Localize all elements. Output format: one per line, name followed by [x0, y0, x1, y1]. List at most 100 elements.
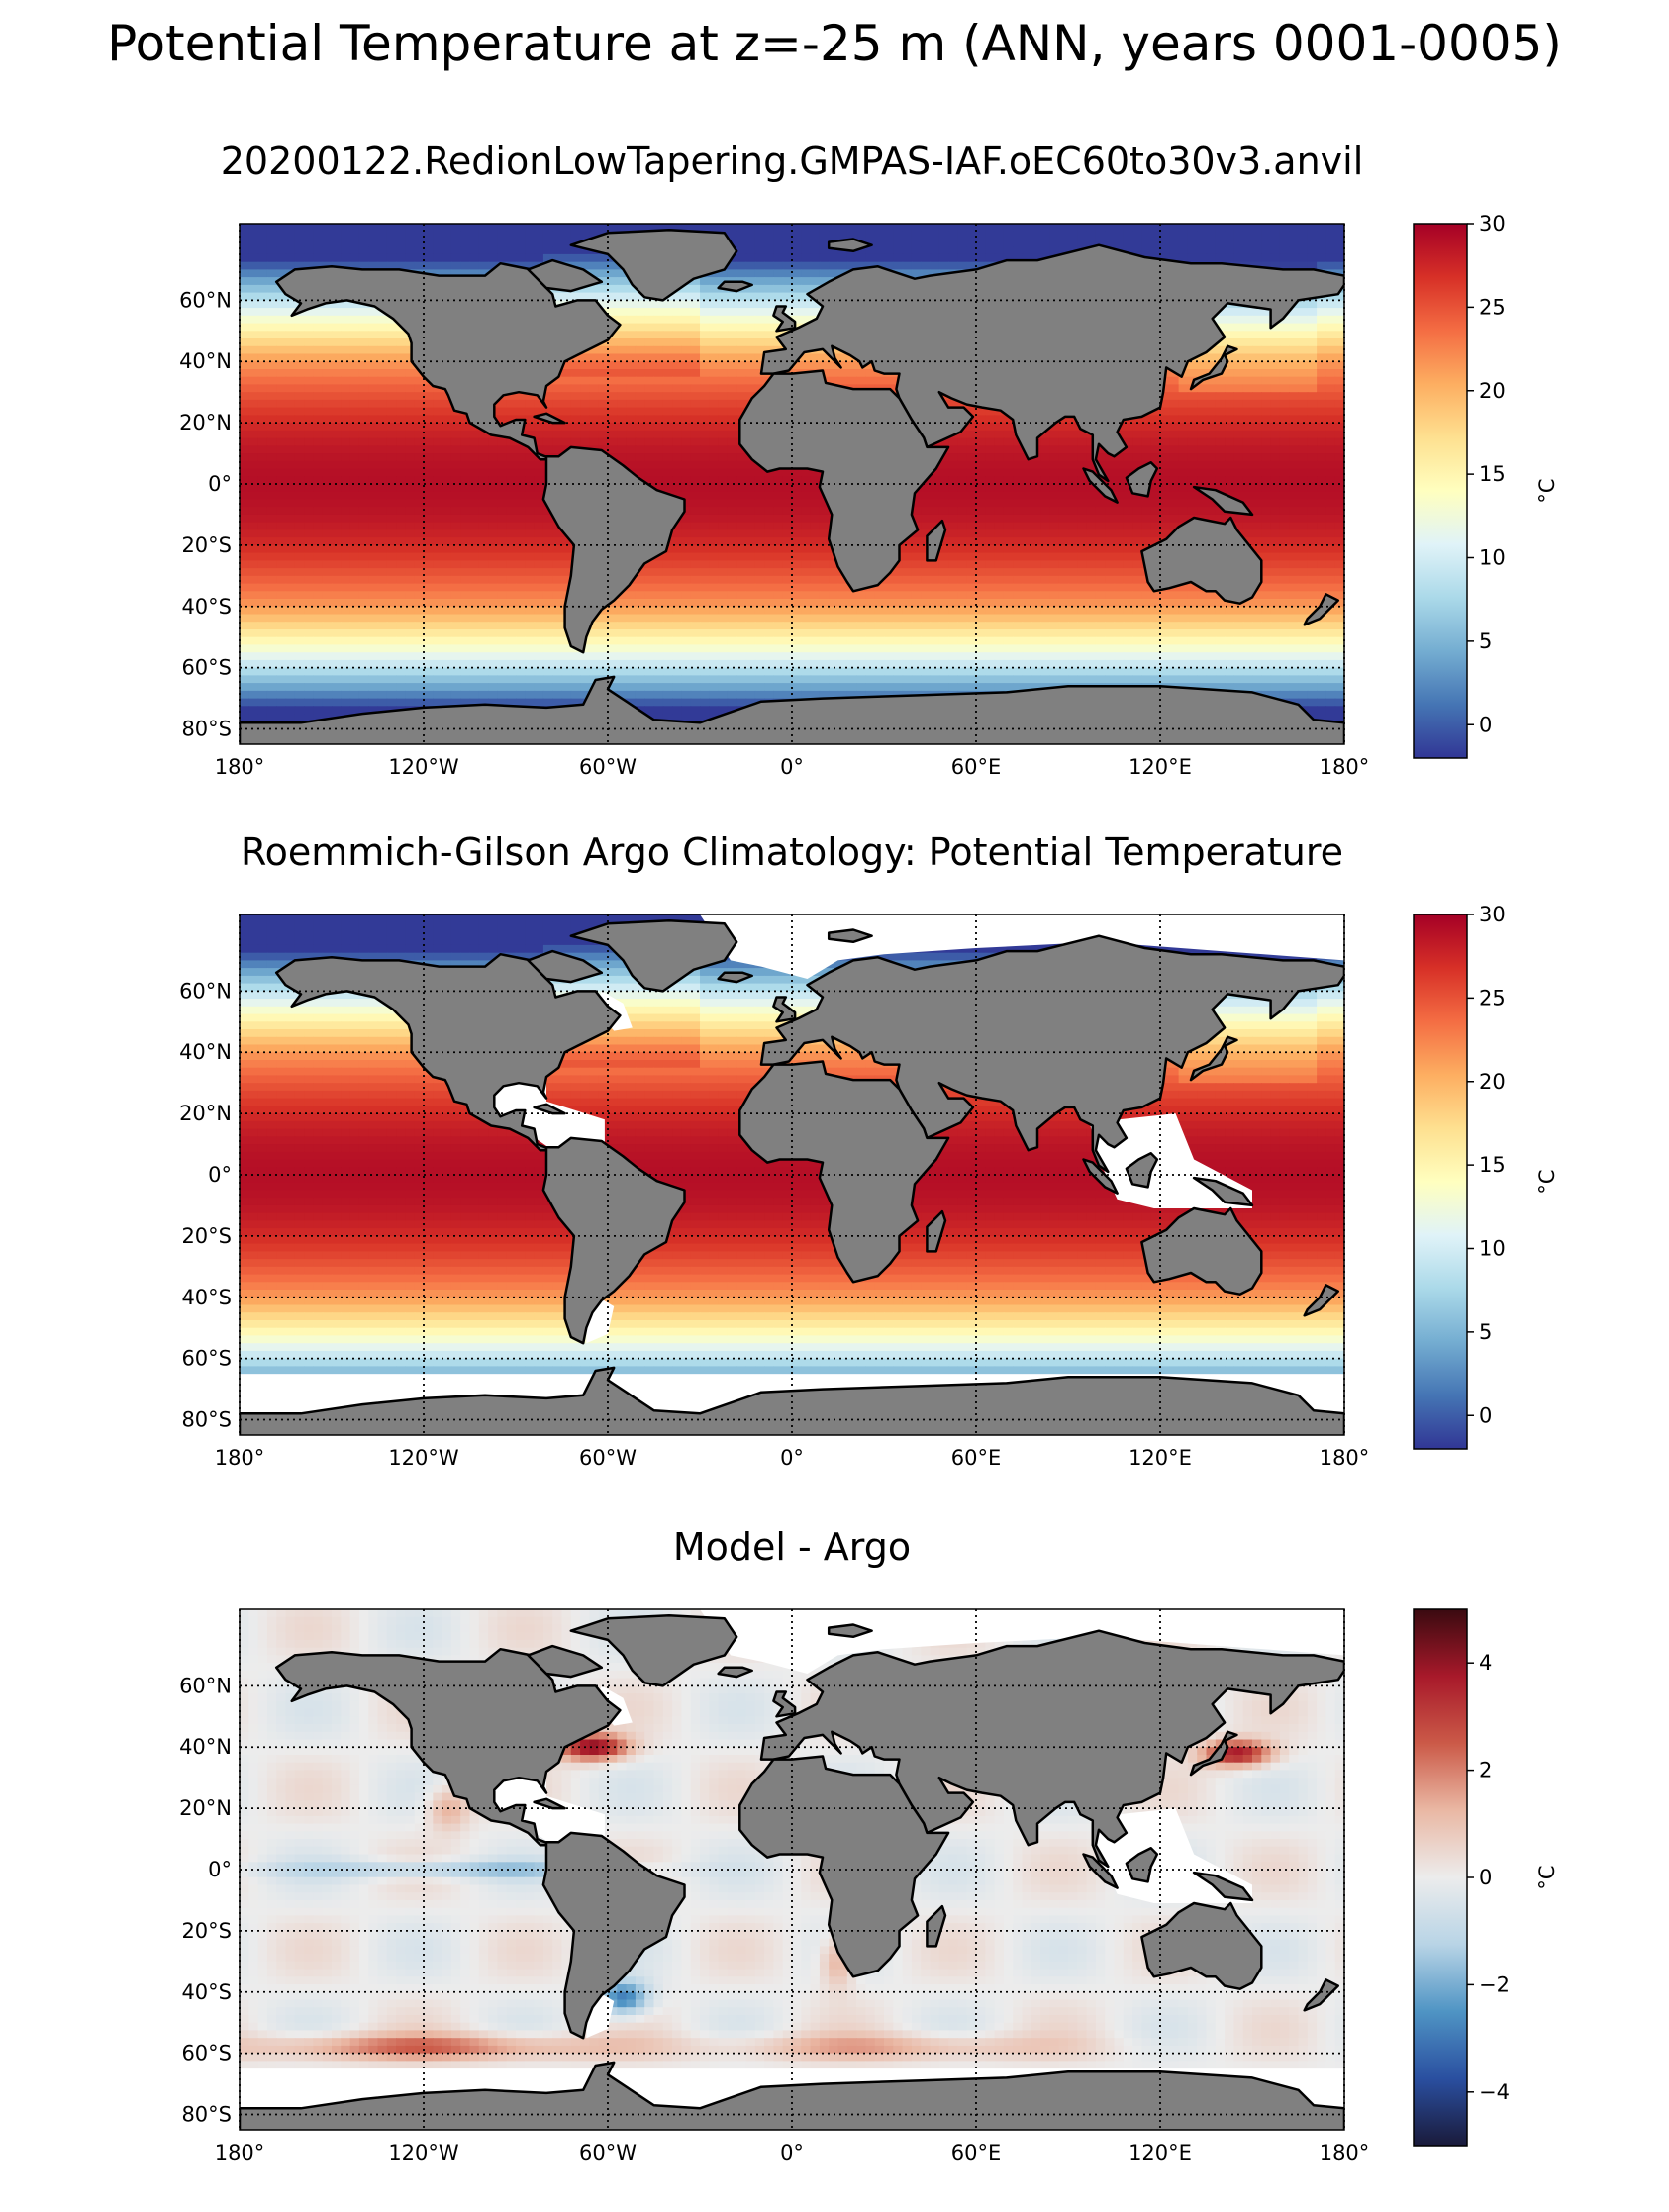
- field-cell: [322, 430, 333, 439]
- field-cell: [396, 253, 406, 263]
- field-cell: [626, 292, 637, 301]
- field-cell: [745, 284, 756, 294]
- field-cell: [1252, 499, 1262, 508]
- field-cell: [690, 369, 701, 378]
- field-cell: [718, 361, 729, 370]
- field-cell: [709, 369, 720, 378]
- field-cell: [911, 261, 922, 270]
- field-cell: [754, 484, 765, 493]
- field-cell: [745, 392, 756, 401]
- field-cell: [377, 507, 388, 516]
- field-cell: [976, 239, 986, 247]
- field-cell: [248, 468, 259, 477]
- field-cell: [1270, 331, 1281, 339]
- field-cell: [1197, 253, 1208, 263]
- field-cell: [1298, 253, 1309, 263]
- field-cell: [1022, 253, 1032, 263]
- field-cell: [1233, 514, 1244, 524]
- field-cell: [589, 376, 600, 385]
- field-cell: [552, 376, 563, 385]
- field-cell: [1206, 437, 1217, 446]
- field-cell: [709, 284, 720, 294]
- field-cell: [700, 445, 710, 454]
- field-cell: [948, 224, 958, 233]
- field-cell: [1197, 437, 1208, 446]
- field-cell: [662, 430, 673, 439]
- field-cell: [1334, 308, 1344, 317]
- field-cell: [534, 246, 544, 255]
- field-cell: [386, 407, 397, 416]
- panel-1-title: 20200122.RedionLowTapering.GMPAS-IAF.oEC…: [99, 139, 1485, 184]
- field-cell: [1040, 499, 1050, 508]
- field-cell: [1013, 507, 1024, 516]
- field-cell: [672, 331, 682, 339]
- field-cell: [690, 476, 701, 485]
- field-cell: [1169, 453, 1180, 462]
- field-cell: [497, 460, 508, 470]
- field-cell: [690, 315, 701, 325]
- field-cell: [1242, 231, 1253, 240]
- field-cell: [294, 423, 305, 432]
- field-cell: [736, 338, 747, 347]
- field-cell: [424, 384, 434, 393]
- field-cell: [948, 231, 958, 240]
- field-cell: [313, 460, 324, 470]
- field-cell: [1270, 460, 1281, 470]
- field-cell: [304, 537, 314, 546]
- field-cell: [764, 231, 774, 240]
- field-cell: [1187, 507, 1198, 516]
- field-cell: [930, 269, 940, 278]
- field-cell: [396, 246, 406, 255]
- field-cell: [257, 369, 268, 378]
- field-cell: [672, 361, 682, 370]
- field-cell: [598, 361, 609, 370]
- field-cell: [313, 376, 324, 385]
- field-cell: [1307, 415, 1318, 424]
- field-cell: [424, 476, 434, 485]
- field-cell: [690, 323, 701, 332]
- field-cell: [377, 246, 388, 255]
- field-cell: [662, 484, 673, 493]
- field-cell: [635, 338, 645, 347]
- field-cell: [478, 491, 489, 500]
- field-cell: [653, 484, 664, 493]
- field-cell: [1298, 460, 1309, 470]
- field-cell: [1270, 231, 1281, 240]
- field-cell: [561, 437, 572, 446]
- field-cell: [1317, 376, 1326, 385]
- field-cell: [1325, 231, 1336, 240]
- field-cell: [754, 529, 765, 538]
- field-cell: [617, 308, 628, 317]
- field-cell: [478, 453, 489, 462]
- field-cell: [994, 415, 1005, 424]
- field-cell: [1317, 423, 1326, 432]
- field-cell: [1187, 224, 1198, 233]
- field-cell: [368, 499, 379, 508]
- field-cell: [1307, 231, 1318, 240]
- field-cell: [1197, 224, 1208, 233]
- field-cell: [709, 392, 720, 401]
- field-cell: [1279, 423, 1290, 432]
- field-cell: [966, 246, 977, 255]
- field-cell: [709, 507, 720, 516]
- field-cell: [1225, 308, 1234, 317]
- field-cell: [1022, 507, 1032, 516]
- field-cell: [1242, 384, 1253, 393]
- field-cell: [837, 253, 848, 263]
- field-cell: [552, 253, 563, 263]
- field-cell: [285, 522, 296, 530]
- field-cell: [681, 338, 692, 347]
- field-cell: [681, 361, 692, 370]
- field-cell: [644, 361, 655, 370]
- field-cell: [1279, 507, 1290, 516]
- field-cell: [773, 253, 784, 263]
- field-cell: [1242, 423, 1253, 432]
- field-cell: [285, 529, 296, 538]
- field-cell: [534, 476, 544, 485]
- field-cell: [322, 315, 333, 325]
- field-cell: [1150, 484, 1161, 493]
- field-cell: [681, 292, 692, 301]
- field-cell: [580, 253, 590, 263]
- field-cell: [653, 445, 664, 454]
- field-cell: [349, 345, 360, 355]
